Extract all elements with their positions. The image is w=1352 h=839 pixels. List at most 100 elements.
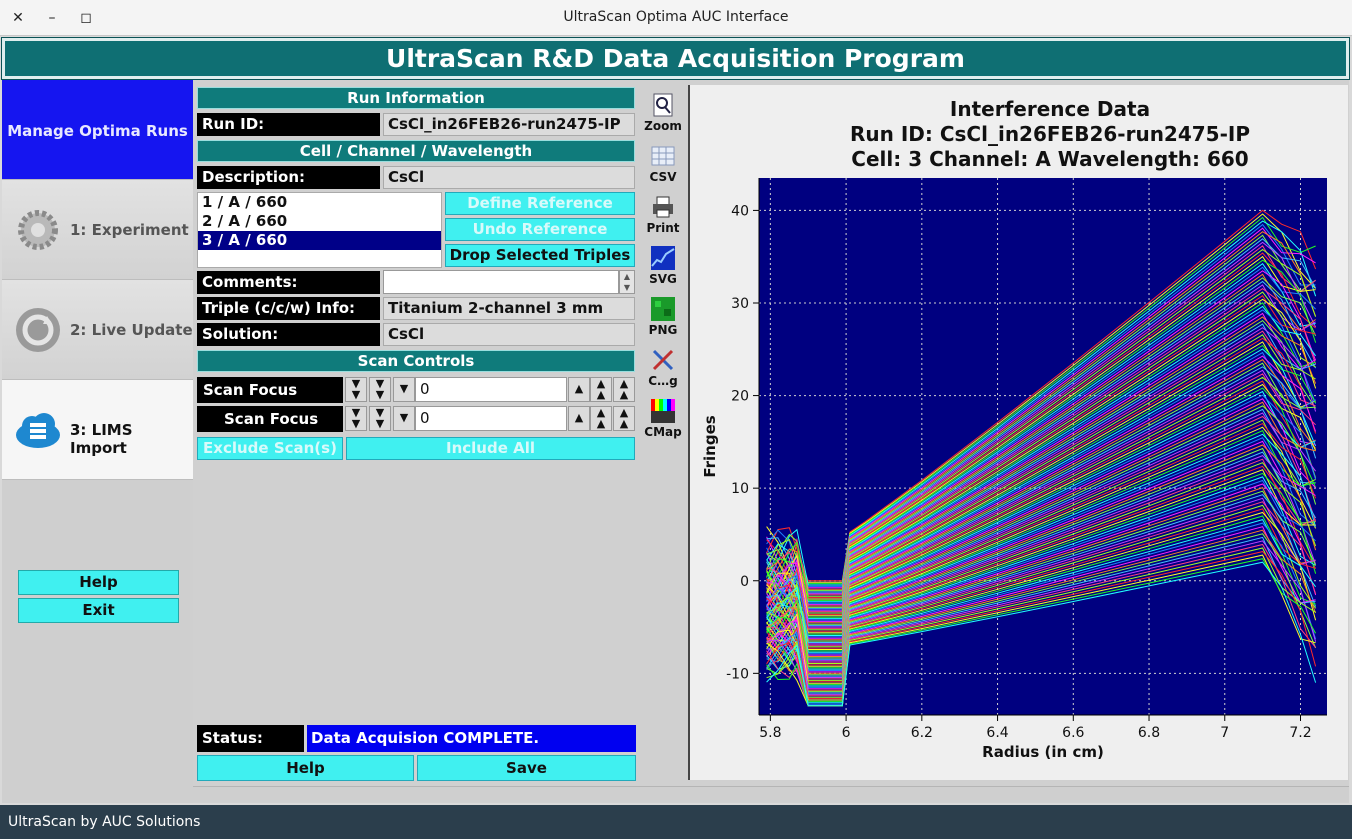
triple-list[interactable]: 1 / A / 660 2 / A / 660 3 / A / 660 xyxy=(197,192,442,268)
down-arrow-icon[interactable]: ▼ xyxy=(393,377,415,402)
y-tick-label: 0 xyxy=(740,574,749,590)
triple-info-label: Triple (c/c/w) Info: xyxy=(197,297,380,320)
zoom-tool[interactable]: Zoom xyxy=(644,93,682,133)
tool-label: Print xyxy=(646,221,680,235)
list-item[interactable]: 2 / A / 660 xyxy=(202,212,288,230)
tool-label: CSV xyxy=(649,170,677,184)
tool-label: Zoom xyxy=(644,119,682,133)
data-series-line xyxy=(766,433,1317,670)
double-up-arrow-icon[interactable]: ▲ ▲ xyxy=(590,377,612,402)
sidebar-item-label: 3: LIMS Import xyxy=(70,421,133,457)
data-series-line xyxy=(766,234,1316,592)
drop-selected-triples-button[interactable]: Drop Selected Triples xyxy=(445,244,635,267)
run-id-label: Run ID: xyxy=(197,113,380,136)
data-series-line xyxy=(766,231,1317,590)
x-tick-label: 6.2 xyxy=(911,725,933,741)
x-tick-label: 6.8 xyxy=(1138,725,1160,741)
exit-button[interactable]: Exit xyxy=(18,598,179,623)
data-series-line xyxy=(766,287,1317,613)
double-down-arrow-icon[interactable]: ▼ ▼ xyxy=(369,377,391,402)
footer: UltraScan by AUC Solutions xyxy=(0,805,1352,839)
png-icon xyxy=(651,297,675,321)
data-series-line xyxy=(766,447,1316,676)
double-down-arrow-icon[interactable]: ▼ ▼ xyxy=(345,406,367,431)
x-tick-label: 6.6 xyxy=(1062,725,1084,741)
list-item-selected[interactable]: 3 / A / 660 xyxy=(198,231,441,250)
data-series-line xyxy=(766,426,1317,667)
data-series-line xyxy=(766,462,1317,681)
data-series-line xyxy=(766,540,1317,707)
cloud-database-icon xyxy=(16,413,60,448)
svg-tool[interactable]: SVG xyxy=(644,246,682,286)
chart-subtitle-cell: Cell: 3 Channel: A Wavelength: 660 xyxy=(851,147,1249,171)
csv-tool[interactable]: CSV xyxy=(644,144,682,184)
help-button[interactable]: Help xyxy=(197,755,414,781)
undo-reference-scans-button[interactable]: Undo Reference Scans xyxy=(445,218,635,259)
data-series-line xyxy=(766,479,1316,688)
double-up-arrow-icon[interactable]: ▲ ▲ xyxy=(613,377,635,402)
cell-channel-wavelength-header: Cell / Channel / Wavelength xyxy=(197,140,635,162)
data-series-line xyxy=(766,376,1317,648)
data-series-line xyxy=(766,551,1317,707)
include-all-button[interactable]: Include All xyxy=(346,437,635,460)
print-icon xyxy=(653,196,673,218)
data-series-line xyxy=(766,558,1317,707)
list-item[interactable]: 1 / A / 660 xyxy=(202,193,288,211)
double-down-arrow-icon[interactable]: ▼ ▼ xyxy=(345,377,367,402)
minimize-icon[interactable]: – xyxy=(48,10,56,26)
window-title: UltraScan Optima AUC Interface xyxy=(563,9,789,25)
exclude-scans-button[interactable]: Exclude Scan(s) xyxy=(197,437,343,460)
description-label: Description: xyxy=(197,166,380,189)
sidebar-item-label: 1: Experiment xyxy=(70,221,189,239)
tool-label: PNG xyxy=(648,323,678,337)
data-series-line xyxy=(766,401,1316,657)
interference-chart[interactable]: 5.8 6 6.2 6.4 6.6 6.8 7 7.2 -10 0 10 20 30 40 Radius (… xyxy=(690,175,1348,775)
maximize-icon[interactable]: ◻ xyxy=(80,10,92,26)
comments-field[interactable] xyxy=(383,270,619,294)
data-series-line xyxy=(766,273,1316,607)
svg-icon xyxy=(651,246,675,270)
y-tick-label: 20 xyxy=(731,389,749,405)
help-button[interactable]: Help xyxy=(18,570,179,595)
data-series-line xyxy=(766,387,1317,652)
double-up-arrow-icon[interactable]: ▲ ▲ xyxy=(590,406,612,431)
sidebar-item-live-update[interactable]: 2: Live Update xyxy=(2,280,193,380)
sidebar: Manage Optima Runs 1: Experiment 2: Live… xyxy=(2,80,193,803)
down-arrow-icon[interactable]: ▼ xyxy=(393,406,415,431)
data-series-line xyxy=(766,554,1316,707)
save-button[interactable]: Save xyxy=(417,755,636,781)
y-tick-label: 30 xyxy=(731,296,749,312)
comments-scrollbar[interactable]: ▲ ▼ xyxy=(619,270,635,294)
status-label: Status: xyxy=(197,725,304,752)
sidebar-item-manage-runs[interactable]: Manage Optima Runs xyxy=(2,80,193,180)
horizontal-scrollbar[interactable] xyxy=(193,786,1349,802)
run-information-header: Run Information xyxy=(197,87,635,109)
config-tool[interactable]: C…g xyxy=(644,348,682,388)
focus-from-input[interactable]: 0 xyxy=(415,377,567,402)
data-series-line xyxy=(766,408,1316,660)
data-series-line xyxy=(766,501,1317,697)
data-series-line xyxy=(766,337,1317,632)
focus-to-input[interactable]: 0 xyxy=(415,406,567,431)
data-series-line xyxy=(766,519,1317,704)
data-series-line xyxy=(766,280,1317,610)
data-series-line xyxy=(766,483,1317,690)
double-up-arrow-icon[interactable]: ▲ ▲ xyxy=(613,406,635,431)
data-series-line xyxy=(766,458,1316,680)
up-arrow-icon[interactable]: ▲ xyxy=(568,406,590,431)
png-tool[interactable]: PNG xyxy=(644,297,682,337)
data-series-line xyxy=(766,319,1317,625)
zoom-icon xyxy=(653,93,673,117)
up-arrow-icon[interactable]: ▲ xyxy=(568,377,590,402)
sidebar-item-lims-import[interactable]: 3: LIMS Import xyxy=(2,380,193,480)
y-tick-label: -10 xyxy=(726,666,749,682)
colormap-tool[interactable]: CMap xyxy=(644,399,682,439)
define-reference-scans-button[interactable]: Define Reference Scans xyxy=(445,192,635,233)
close-icon[interactable]: ✕ xyxy=(12,10,24,26)
print-tool[interactable]: Print xyxy=(644,195,682,235)
x-tick-label: 6 xyxy=(842,725,851,741)
program-banner: UltraScan R&D Data Acquisition Program xyxy=(1,37,1350,80)
status-value: Data Acquision COMPLETE. xyxy=(307,725,636,752)
double-down-arrow-icon[interactable]: ▼ ▼ xyxy=(369,406,391,431)
sidebar-item-experiment[interactable]: 1: Experiment xyxy=(2,180,193,280)
